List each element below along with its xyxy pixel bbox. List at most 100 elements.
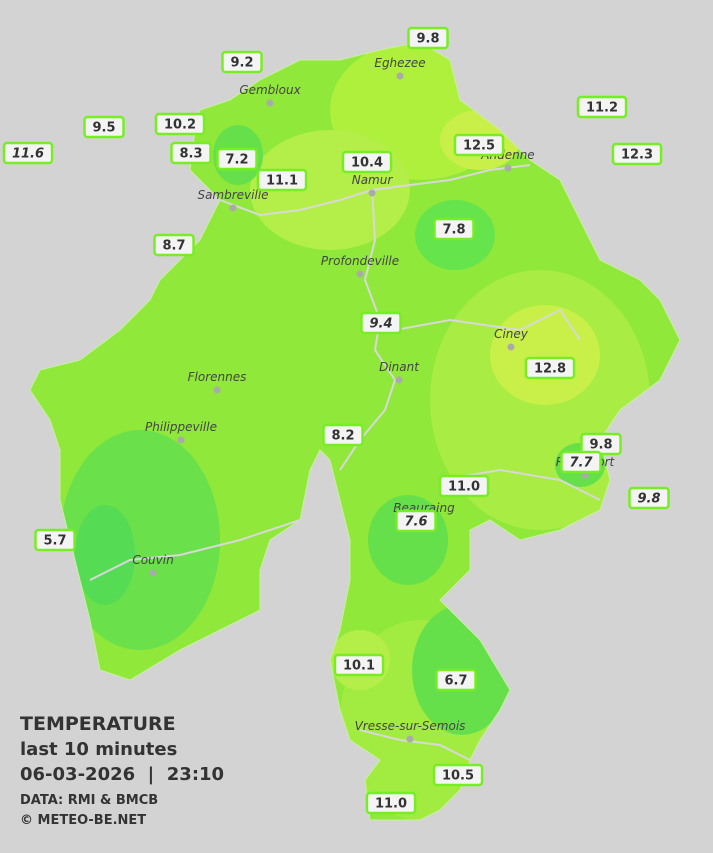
place-label: Couvin [132, 553, 173, 567]
station: 9.5 [83, 115, 125, 139]
legend-source: DATA: RMI & BMCB [20, 793, 158, 808]
station: 12.8 [524, 356, 576, 380]
place-dot [229, 204, 237, 212]
place-dot [504, 164, 512, 172]
station-box [453, 133, 505, 157]
place-dot [266, 99, 274, 107]
places: EghezeeGemblouxAndenneNamurSambrevillePr… [132, 56, 616, 743]
station: 9.8 [580, 432, 622, 456]
station-box [2, 141, 54, 165]
station: 10.1 [333, 653, 385, 677]
station-box [322, 423, 364, 447]
station-value: 5.7 [43, 534, 66, 549]
station: 11.2 [576, 95, 628, 119]
station-box [576, 95, 628, 119]
station: 12.3 [611, 142, 663, 166]
station-value: 9.8 [589, 438, 612, 453]
station: 9.4 [360, 311, 402, 335]
station-box [433, 217, 475, 241]
station-box [83, 115, 125, 139]
station-box [216, 147, 258, 171]
station-box [154, 112, 206, 136]
legend-copyright: © METEO-BE.NET [20, 813, 146, 828]
station-value: 11.0 [448, 480, 480, 495]
legend-datetime: 06-03-2026 | 23:10 [20, 764, 224, 785]
station-value: 9.2 [230, 56, 253, 71]
station-value: 9.8 [416, 32, 439, 47]
station-value: 9.8 [637, 492, 660, 507]
station: 10.2 [154, 112, 206, 136]
place-dot [406, 735, 414, 743]
station-box [153, 233, 195, 257]
station: 7.7 [560, 450, 602, 474]
station: 11.6 [2, 141, 54, 165]
place-dot [213, 386, 221, 394]
legend-period: last 10 minutes [20, 739, 177, 760]
station-value: 10.2 [164, 118, 196, 133]
station-box [360, 311, 402, 335]
place-dot [395, 376, 403, 384]
station-box [438, 474, 490, 498]
station-value: 12.8 [534, 362, 566, 377]
station: 9.8 [628, 486, 670, 510]
station-value: 8.2 [331, 429, 354, 444]
station-box [333, 653, 385, 677]
station-box [365, 791, 417, 815]
station: 10.4 [341, 150, 393, 174]
place-label: Eghezee [374, 56, 425, 70]
place-dot [149, 569, 157, 577]
station: 11.0 [438, 474, 490, 498]
station: 7.8 [433, 217, 475, 241]
station: 9.2 [221, 50, 263, 74]
place-label: Vresse-sur-Semois [355, 719, 466, 733]
station-box [628, 486, 670, 510]
station: 8.7 [153, 233, 195, 257]
place-label: Gembloux [239, 83, 301, 97]
station: 12.5 [453, 133, 505, 157]
place-dot [177, 436, 185, 444]
place-label: Philippeville [145, 420, 217, 434]
station: 6.7 [435, 668, 477, 692]
station: 11.0 [365, 791, 417, 815]
station-box [170, 141, 212, 165]
place-label: Sambreville [197, 188, 268, 202]
station-value: 8.3 [179, 147, 202, 162]
place-label: Profondeville [321, 254, 399, 268]
place-dot [368, 189, 376, 197]
station-box [34, 528, 76, 552]
station-value: 6.7 [444, 674, 467, 689]
station-box [435, 668, 477, 692]
station-value: 12.5 [463, 139, 495, 154]
station-value: 10.1 [343, 659, 375, 674]
place-label: Dinant [379, 360, 420, 374]
station-value: 10.5 [442, 769, 474, 784]
place-label: Florennes [188, 370, 247, 384]
station-value: 9.4 [369, 317, 392, 332]
station-value: 8.7 [162, 239, 185, 254]
station-box [221, 50, 263, 74]
station: 5.7 [34, 528, 76, 552]
station-value: 7.7 [569, 456, 593, 471]
station-value: 12.3 [621, 148, 653, 163]
station-value: 10.4 [351, 156, 383, 171]
station-box [341, 150, 393, 174]
station: 9.8 [407, 26, 449, 50]
legend-title: TEMPERATURE [20, 713, 176, 735]
place-label: Ciney [494, 327, 529, 341]
station-value: 7.6 [404, 515, 427, 530]
stations: 9.8 9.2 9.5 10.2 11.2 11.6 8.3 7.2 12.5 12.3 10.4 1… [2, 26, 670, 815]
station: 10.5 [432, 763, 484, 787]
station: 8.2 [322, 423, 364, 447]
station-box [395, 509, 437, 533]
place-label: Namur [352, 173, 394, 187]
station-value: 11.1 [266, 174, 298, 189]
station-value: 11.2 [586, 101, 618, 116]
station: 7.2 [216, 147, 258, 171]
station-value: 9.5 [92, 121, 115, 136]
station-box [256, 168, 308, 192]
station-box [407, 26, 449, 50]
station: 8.3 [170, 141, 212, 165]
station-box [432, 763, 484, 787]
station-box [560, 450, 602, 474]
